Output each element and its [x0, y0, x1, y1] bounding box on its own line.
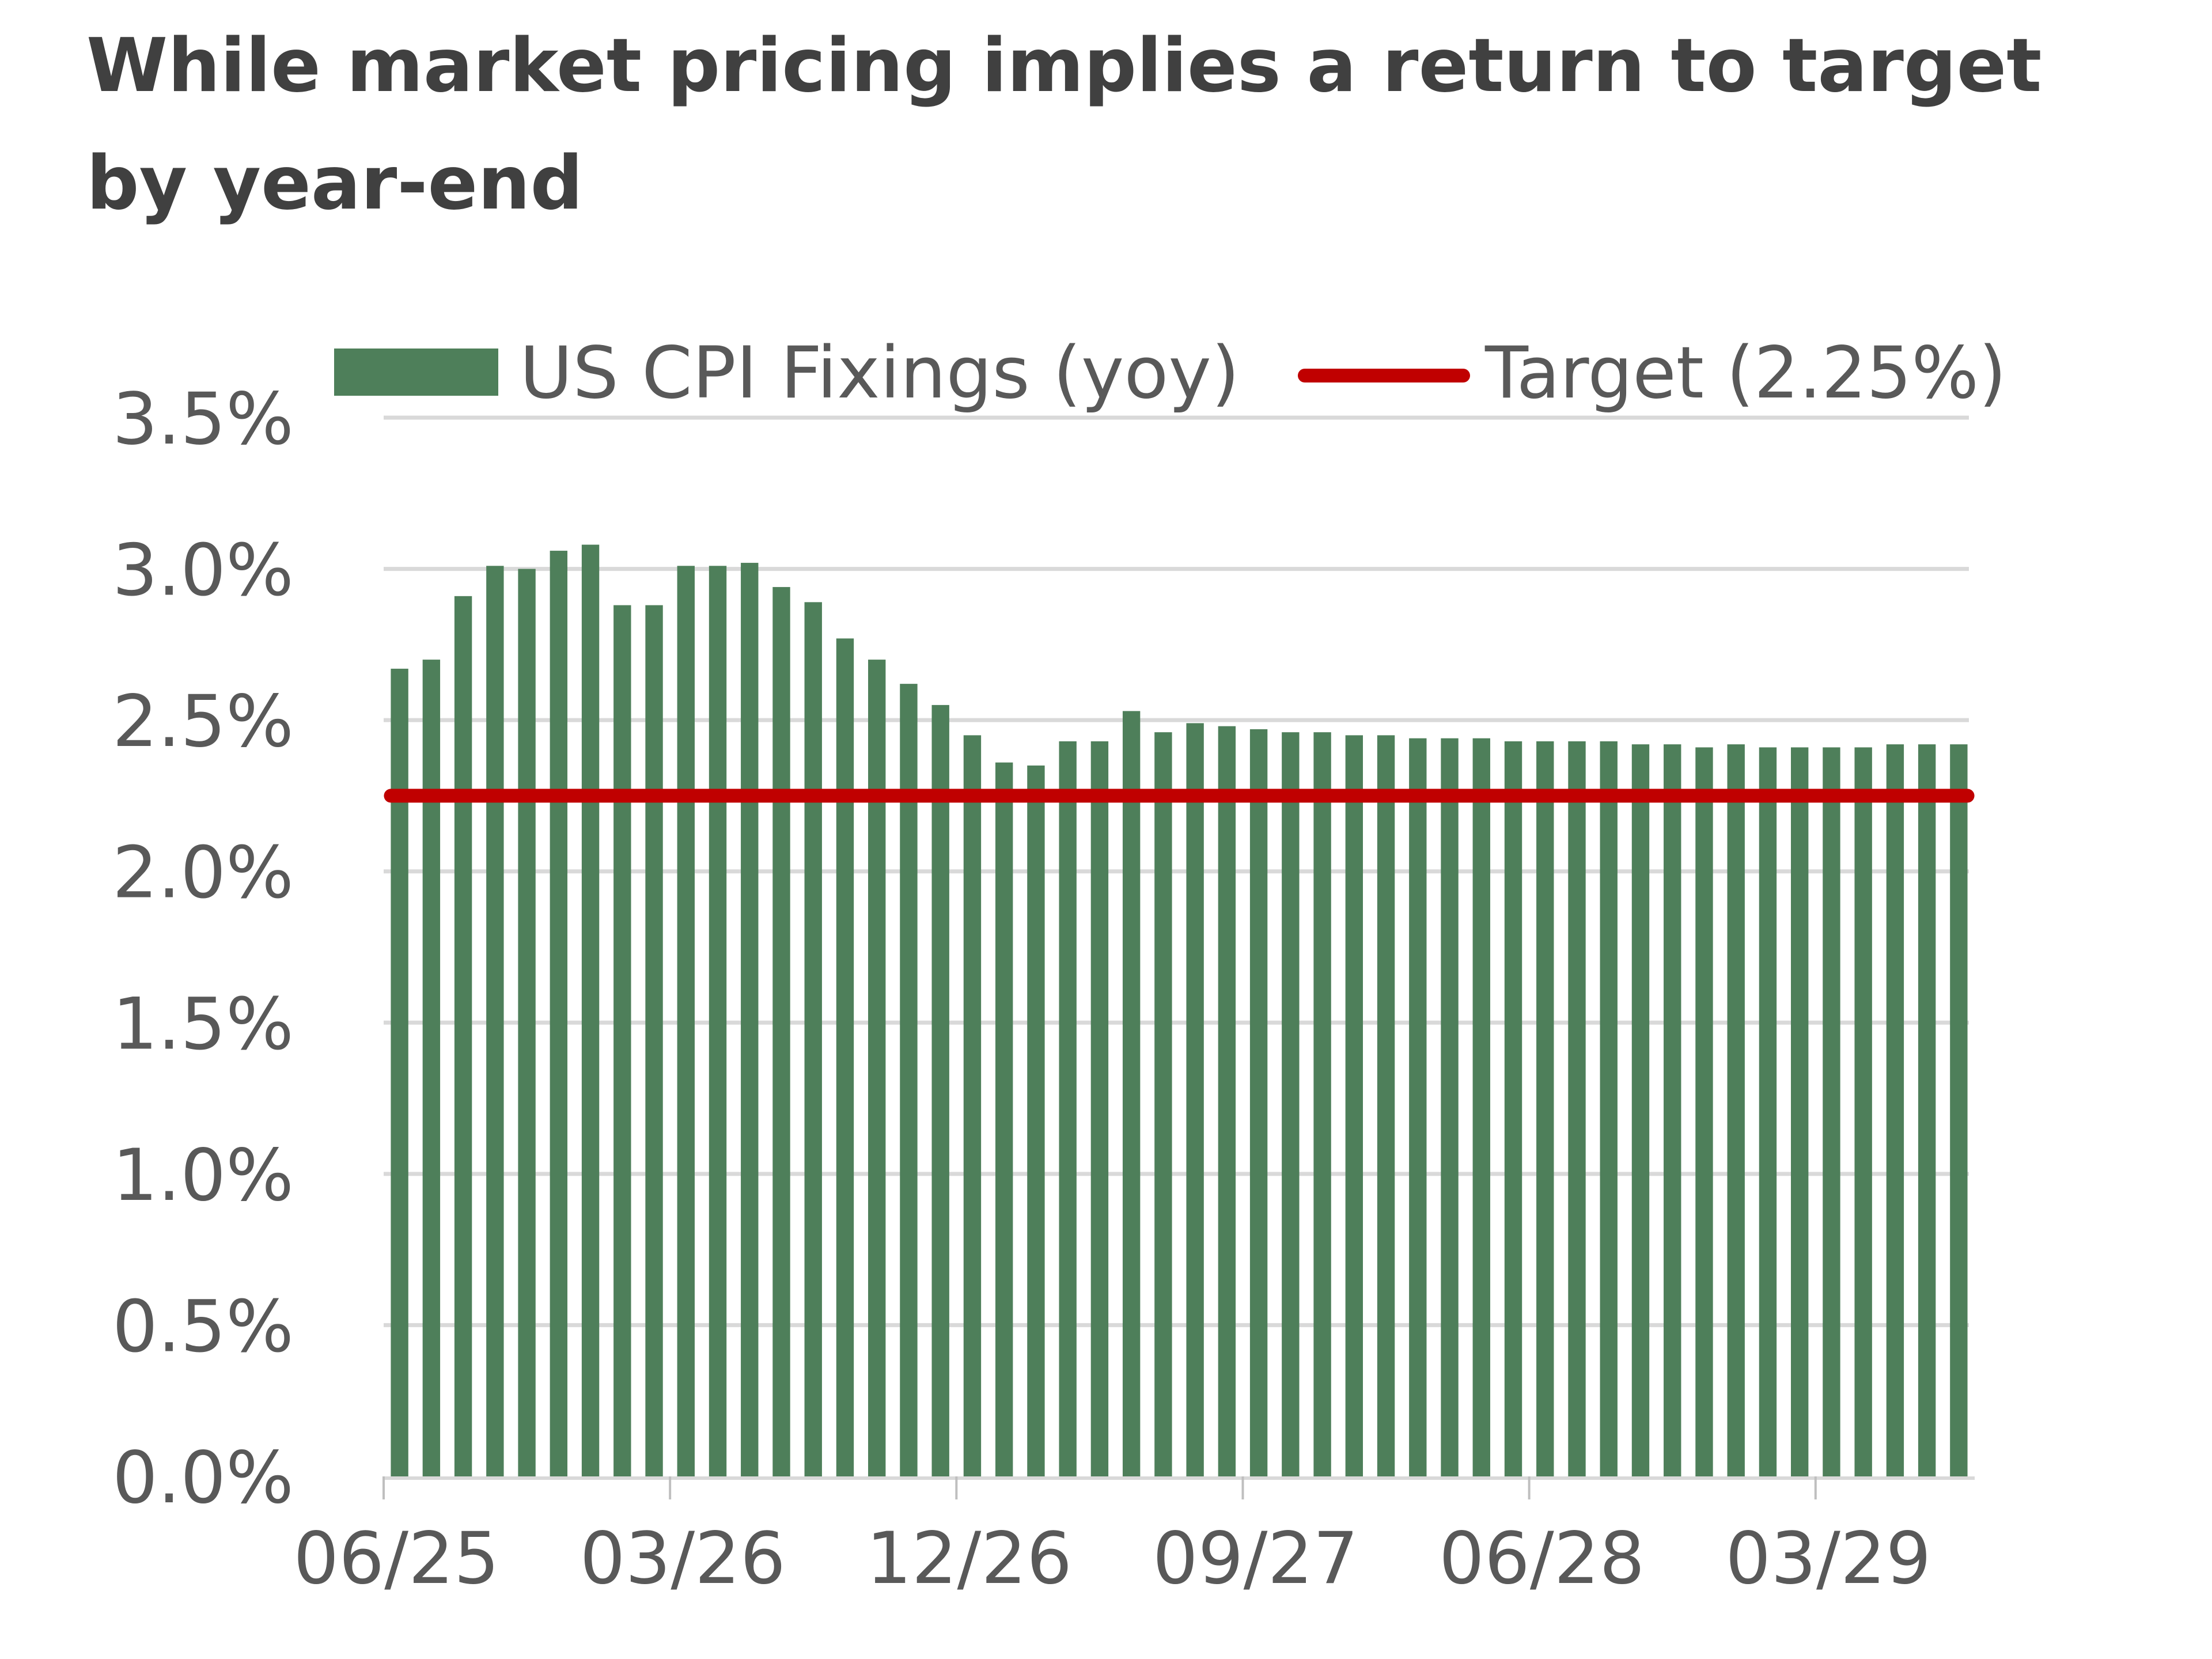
- bar: [900, 684, 918, 1476]
- bar: [1154, 732, 1172, 1476]
- bar: [1345, 735, 1363, 1476]
- bar: [1122, 711, 1141, 1476]
- bar: [1568, 741, 1586, 1476]
- bar: [1536, 741, 1554, 1476]
- x-tick-label: 06/28: [1439, 1517, 1645, 1600]
- bar: [1759, 747, 1777, 1476]
- bar: [1727, 744, 1745, 1476]
- bar: [1886, 744, 1904, 1476]
- bar: [1472, 738, 1490, 1476]
- bar: [613, 605, 631, 1476]
- bar: [1218, 726, 1236, 1476]
- chart-title-line-2: by year-end: [86, 141, 583, 226]
- bar: [1823, 747, 1840, 1476]
- x-tick-label: 03/26: [580, 1517, 786, 1600]
- y-axis: 0.0% 0.5% 1.0% 1.5% 2.0% 2.5% 3.0% 3.5%: [112, 378, 294, 1520]
- bar: [1664, 744, 1681, 1476]
- bar: [804, 602, 822, 1476]
- bar: [741, 563, 759, 1476]
- bar: [1631, 744, 1650, 1476]
- bar: [963, 735, 982, 1476]
- bar: [1090, 741, 1109, 1476]
- bar: [1790, 747, 1809, 1476]
- legend: US CPI Fixings (yoy) Target (2.25%): [334, 332, 2006, 415]
- bar: [422, 660, 441, 1476]
- bar: [645, 605, 663, 1476]
- bar: [1441, 738, 1459, 1476]
- bar: [581, 544, 600, 1476]
- bar: [836, 638, 854, 1476]
- bar: [1059, 741, 1077, 1476]
- bar: [1249, 729, 1268, 1476]
- bar: [518, 569, 536, 1476]
- x-tick-label: 09/27: [1153, 1517, 1358, 1600]
- bar: [709, 566, 727, 1476]
- bar: [772, 587, 790, 1476]
- bar: [931, 704, 949, 1476]
- bar: [1695, 747, 1713, 1476]
- y-tick-label: 1.5%: [112, 983, 294, 1066]
- bar: [1409, 738, 1427, 1476]
- y-tick-label: 3.5%: [112, 378, 294, 461]
- x-tick-label: 12/26: [866, 1517, 1072, 1600]
- y-tick-label: 0.5%: [112, 1285, 294, 1368]
- y-tick-label: 3.0%: [112, 529, 294, 612]
- bar: [677, 566, 695, 1476]
- bar: [1186, 723, 1204, 1476]
- bar: [1027, 765, 1045, 1476]
- chart-title-line-1: While market pricing implies a return to…: [86, 23, 2041, 109]
- bar: [1282, 732, 1300, 1476]
- bar: [1377, 735, 1395, 1476]
- bar: [1918, 744, 1936, 1476]
- bar: [1504, 741, 1522, 1476]
- bar: [868, 660, 886, 1476]
- bar: [1313, 732, 1331, 1476]
- y-tick-label: 0.0%: [112, 1437, 294, 1520]
- bar: [550, 551, 568, 1476]
- bar: [391, 668, 408, 1476]
- y-tick-label: 2.5%: [112, 680, 294, 763]
- bar: [486, 566, 504, 1476]
- bar: [1854, 747, 1872, 1476]
- y-tick-label: 1.0%: [112, 1134, 294, 1217]
- legend-label-cpi: US CPI Fixings (yoy): [520, 332, 1240, 415]
- bar: [1600, 741, 1618, 1476]
- bar: [995, 762, 1013, 1476]
- legend-label-target: Target (2.25%): [1484, 332, 2006, 415]
- x-tick-label: 06/25: [293, 1517, 499, 1600]
- x-tick-label: 03/29: [1725, 1517, 1931, 1600]
- bar: [454, 596, 472, 1476]
- x-axis: 06/25 03/26 12/26 09/27 06/28 03/29: [293, 1476, 1975, 1600]
- y-tick-label: 2.0%: [112, 832, 294, 915]
- bar: [1950, 744, 1968, 1476]
- legend-swatch-cpi: [334, 349, 498, 396]
- bar-series-cpi: [391, 544, 1968, 1476]
